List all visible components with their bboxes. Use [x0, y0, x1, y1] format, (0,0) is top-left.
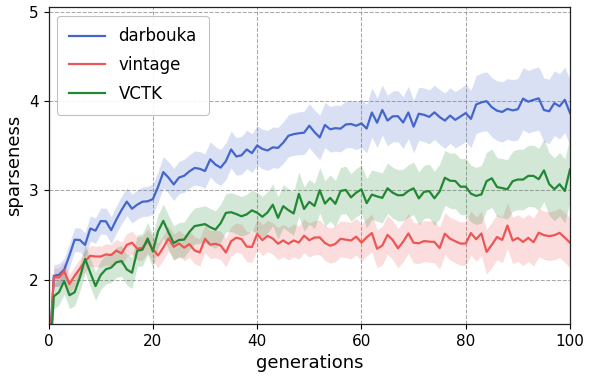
darbouka: [81, 243, 88, 247]
vintage: [285, 242, 292, 246]
Line: vintage: vintage: [48, 226, 570, 369]
X-axis label: generations: generations: [255, 355, 363, 372]
vintage: [81, 259, 88, 263]
VCTK: [285, 208, 292, 212]
vintage: [45, 367, 52, 372]
VCTK: [81, 257, 88, 261]
VCTK: [436, 189, 443, 194]
VCTK: [410, 186, 417, 191]
vintage: [358, 240, 365, 245]
VCTK: [175, 238, 182, 242]
Line: darbouka: darbouka: [48, 98, 570, 372]
darbouka: [45, 370, 52, 374]
darbouka: [358, 121, 365, 125]
vintage: [410, 240, 417, 245]
Legend: darbouka, vintage, VCTK: darbouka, vintage, VCTK: [57, 16, 208, 115]
VCTK: [358, 187, 365, 192]
vintage: [504, 223, 511, 228]
VCTK: [566, 167, 573, 172]
Y-axis label: sparseness: sparseness: [5, 115, 24, 217]
Line: VCTK: VCTK: [48, 169, 570, 378]
darbouka: [566, 111, 573, 115]
darbouka: [285, 133, 292, 138]
darbouka: [410, 124, 417, 129]
vintage: [566, 240, 573, 245]
vintage: [175, 241, 182, 246]
darbouka: [436, 115, 443, 119]
vintage: [436, 246, 443, 250]
darbouka: [175, 175, 182, 180]
darbouka: [535, 96, 542, 101]
